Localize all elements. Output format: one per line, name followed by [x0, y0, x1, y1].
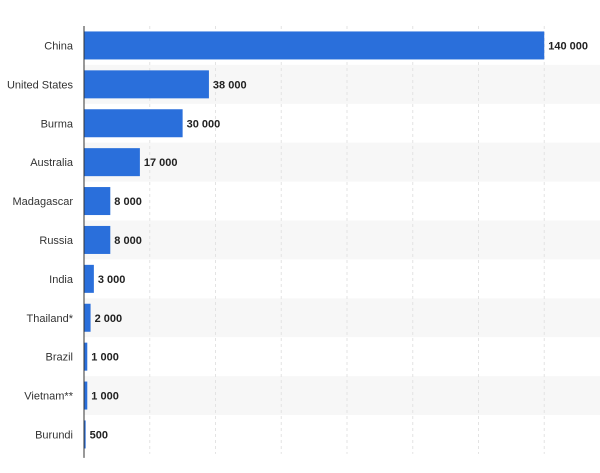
- value-label: 140 000: [548, 40, 588, 52]
- bar: [84, 342, 88, 371]
- category-label: Brazil: [45, 352, 73, 364]
- bar: [84, 420, 86, 449]
- category-label: United States: [7, 79, 74, 91]
- category-label: Russia: [39, 235, 74, 247]
- bars: [84, 31, 545, 449]
- row-bands: [84, 64, 600, 415]
- bar: [84, 381, 88, 410]
- row-band: [84, 220, 600, 260]
- bar: [84, 109, 183, 138]
- value-label: 38 000: [213, 79, 247, 91]
- value-label: 30 000: [187, 118, 221, 130]
- category-label: India: [49, 274, 74, 286]
- bar: [84, 31, 545, 60]
- row-band: [84, 298, 600, 338]
- category-label: Vietnam**: [24, 391, 73, 403]
- category-label: Australia: [30, 157, 74, 169]
- row-band: [84, 376, 600, 415]
- value-label: 8 000: [114, 235, 142, 247]
- category-labels: China United States Burma Australia Madagasc…: [7, 40, 74, 441]
- category-label: Burundi: [35, 429, 73, 441]
- value-label: 2 000: [95, 313, 123, 325]
- category-label: Burma: [41, 118, 74, 130]
- category-label: China: [44, 40, 74, 52]
- value-label: 8 000: [114, 196, 142, 208]
- category-label: Madagascar: [12, 196, 73, 208]
- bar: [84, 148, 140, 177]
- bar: [84, 225, 111, 254]
- bar: [84, 70, 209, 99]
- row-band: [84, 142, 600, 182]
- value-label: 17 000: [144, 157, 178, 169]
- bar: [84, 264, 94, 293]
- value-label: 1 000: [91, 391, 119, 403]
- bar: [84, 187, 111, 216]
- value-labels: 140 000 38 000 30 000 17 000 8 000 8 000 3 000…: [90, 40, 588, 441]
- value-label: 500: [90, 429, 108, 441]
- bar: [84, 303, 91, 332]
- value-label: 3 000: [98, 274, 126, 286]
- category-label: Thailand*: [27, 313, 74, 325]
- grid-lines: [149, 26, 545, 454]
- value-label: 1 000: [91, 352, 119, 364]
